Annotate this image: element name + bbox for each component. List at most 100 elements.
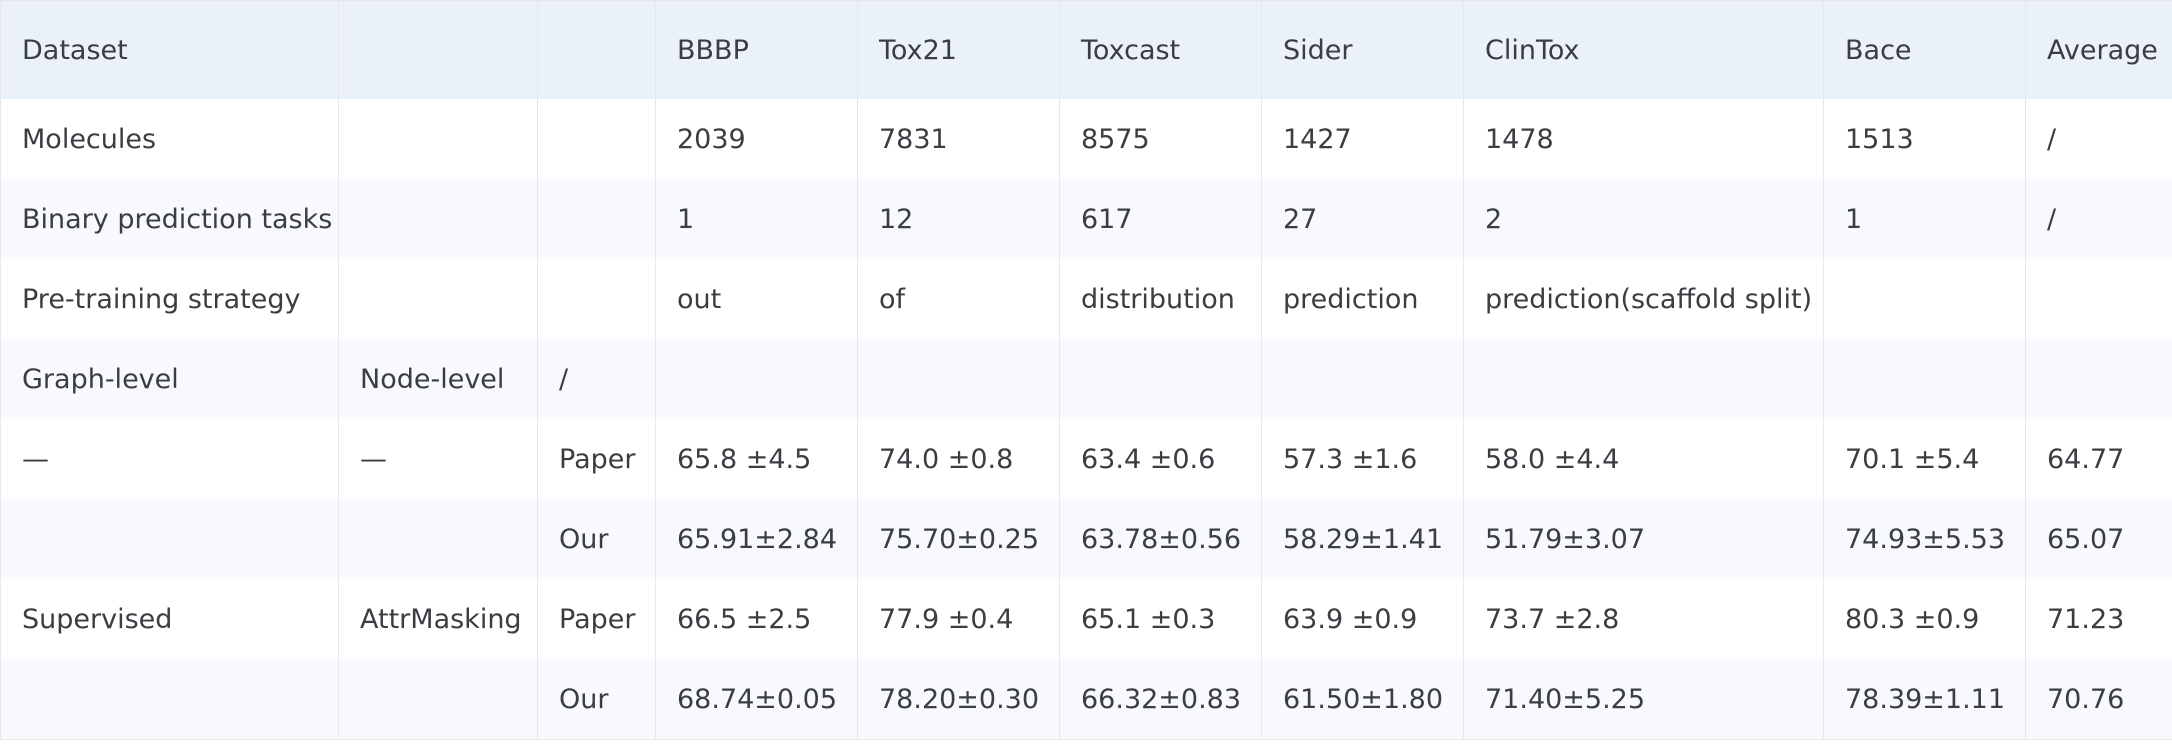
header-cell xyxy=(338,0,538,99)
table-cell: Paper xyxy=(537,579,656,659)
table-cell: 74.0 ±0.8 xyxy=(857,419,1060,499)
table-cell xyxy=(537,99,656,179)
table-cell: 77.9 ±0.4 xyxy=(857,579,1060,659)
table-cell: Our xyxy=(537,499,656,579)
table-cell xyxy=(0,659,339,740)
table-row: Our 68.74±0.05 78.20±0.30 66.32±0.83 61.… xyxy=(0,659,2172,740)
table-cell: 1 xyxy=(1823,179,2026,259)
table-cell: 65.1 ±0.3 xyxy=(1059,579,1262,659)
table-cell: 63.9 ±0.9 xyxy=(1261,579,1464,659)
table-cell: 70.76 xyxy=(2025,659,2172,740)
table-cell: 1427 xyxy=(1261,99,1464,179)
table-cell xyxy=(338,499,538,579)
table-cell: of xyxy=(857,259,1060,339)
table-cell xyxy=(2025,259,2172,339)
table-cell: 78.39±1.11 xyxy=(1823,659,2026,740)
table-cell: 65.91±2.84 xyxy=(655,499,858,579)
table-cell: Node-level xyxy=(338,339,538,419)
header-cell: Toxcast xyxy=(1059,0,1262,99)
table-cell: Graph-level xyxy=(0,339,339,419)
table-cell: / xyxy=(537,339,656,419)
table-cell: prediction xyxy=(1261,259,1464,339)
table-cell: Paper xyxy=(537,419,656,499)
table-cell: 80.3 ±0.9 xyxy=(1823,579,2026,659)
table-cell: Supervised xyxy=(0,579,339,659)
table-row: Pre-training strategy out of distributio… xyxy=(0,259,2172,339)
table-cell: prediction(scaffold split) xyxy=(1463,259,1824,339)
table-cell: distribution xyxy=(1059,259,1262,339)
table-row: Molecules 2039 7831 8575 1427 1478 1513 … xyxy=(0,99,2172,179)
header-cell: Dataset xyxy=(0,0,339,99)
table-cell: 58.0 ±4.4 xyxy=(1463,419,1824,499)
table-cell xyxy=(338,659,538,740)
table-cell: Binary prediction tasks xyxy=(0,179,339,259)
header-cell: Sider xyxy=(1261,0,1464,99)
table-cell: 1513 xyxy=(1823,99,2026,179)
table-cell: 57.3 ±1.6 xyxy=(1261,419,1464,499)
table-row: Our 65.91±2.84 75.70±0.25 63.78±0.56 58.… xyxy=(0,499,2172,579)
table-cell: 27 xyxy=(1261,179,1464,259)
table-header-row: Dataset BBBP Tox21 Toxcast Sider ClinTox… xyxy=(0,0,2172,99)
table-cell: / xyxy=(2025,179,2172,259)
table-cell: Molecules xyxy=(0,99,339,179)
header-cell xyxy=(537,0,656,99)
table-cell: 63.4 ±0.6 xyxy=(1059,419,1262,499)
table-row: Binary prediction tasks 1 12 617 27 2 1 … xyxy=(0,179,2172,259)
header-cell: BBBP xyxy=(655,0,858,99)
table-cell: 2 xyxy=(1463,179,1824,259)
table-cell: 71.23 xyxy=(2025,579,2172,659)
table-cell: 68.74±0.05 xyxy=(655,659,858,740)
table-cell: 8575 xyxy=(1059,99,1262,179)
table-cell xyxy=(1463,339,1824,419)
table-cell: — xyxy=(0,419,339,499)
table-cell: — xyxy=(338,419,538,499)
table-cell: 66.5 ±2.5 xyxy=(655,579,858,659)
table-cell: 66.32±0.83 xyxy=(1059,659,1262,740)
table-cell: 51.79±3.07 xyxy=(1463,499,1824,579)
table-cell: 61.50±1.80 xyxy=(1261,659,1464,740)
table-cell: 73.7 ±2.8 xyxy=(1463,579,1824,659)
table-cell xyxy=(0,499,339,579)
table-cell: 2039 xyxy=(655,99,858,179)
table-cell: 70.1 ±5.4 xyxy=(1823,419,2026,499)
table-cell: 1478 xyxy=(1463,99,1824,179)
table-row: — — Paper 65.8 ±4.5 74.0 ±0.8 63.4 ±0.6 … xyxy=(0,419,2172,499)
table-cell: 617 xyxy=(1059,179,1262,259)
table-cell: Pre-training strategy xyxy=(0,259,339,339)
table-cell: 1 xyxy=(655,179,858,259)
table-cell xyxy=(537,259,656,339)
table-cell: out xyxy=(655,259,858,339)
table-cell xyxy=(1059,339,1262,419)
table-row: Graph-level Node-level / xyxy=(0,339,2172,419)
table-cell xyxy=(338,259,538,339)
table-cell: 65.07 xyxy=(2025,499,2172,579)
table-cell xyxy=(1823,339,2026,419)
table-cell: / xyxy=(2025,99,2172,179)
table-cell xyxy=(1823,259,2026,339)
table-cell xyxy=(857,339,1060,419)
table-cell: 63.78±0.56 xyxy=(1059,499,1262,579)
table-cell: 78.20±0.30 xyxy=(857,659,1060,740)
table-cell: 75.70±0.25 xyxy=(857,499,1060,579)
header-cell: Average xyxy=(2025,0,2172,99)
table-cell xyxy=(655,339,858,419)
table-cell: 7831 xyxy=(857,99,1060,179)
header-cell: Tox21 xyxy=(857,0,1060,99)
table-cell xyxy=(338,99,538,179)
table-cell xyxy=(1261,339,1464,419)
table-cell: 65.8 ±4.5 xyxy=(655,419,858,499)
table-cell xyxy=(338,179,538,259)
table-cell: Our xyxy=(537,659,656,740)
table-row: Supervised AttrMasking Paper 66.5 ±2.5 7… xyxy=(0,579,2172,659)
table-cell: 74.93±5.53 xyxy=(1823,499,2026,579)
table-cell xyxy=(537,179,656,259)
table-cell: AttrMasking xyxy=(338,579,538,659)
header-cell: Bace xyxy=(1823,0,2026,99)
header-cell: ClinTox xyxy=(1463,0,1824,99)
table-cell xyxy=(2025,339,2172,419)
table-cell: 12 xyxy=(857,179,1060,259)
table-cell: 71.40±5.25 xyxy=(1463,659,1824,740)
table-cell: 64.77 xyxy=(2025,419,2172,499)
table-cell: 58.29±1.41 xyxy=(1261,499,1464,579)
